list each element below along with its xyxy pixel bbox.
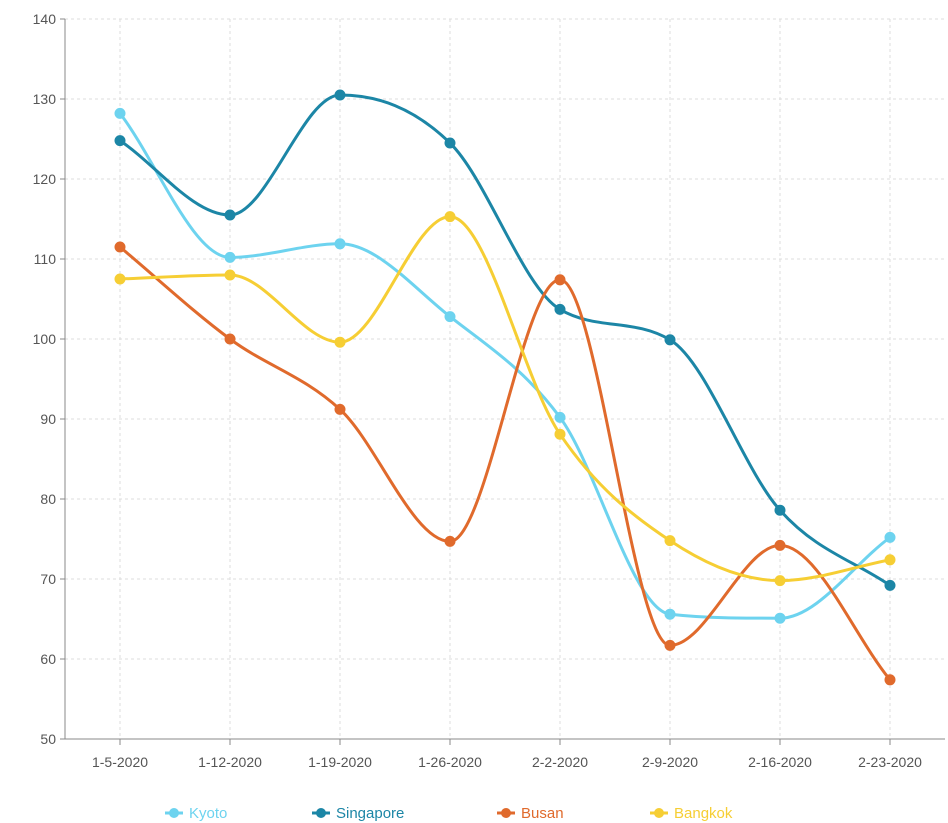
- data-point-singapore: [334, 89, 346, 101]
- data-point-singapore: [774, 504, 786, 516]
- data-point-busan: [884, 674, 896, 686]
- series-line-kyoto: [118, 111, 892, 620]
- data-point-kyoto: [554, 411, 566, 423]
- data-point-kyoto: [444, 311, 456, 323]
- y-tick-label: 50: [40, 731, 56, 747]
- y-tick-label: 140: [33, 11, 57, 27]
- data-point-bangkok: [554, 428, 566, 440]
- grid: [65, 18, 945, 739]
- y-tick-label: 90: [40, 411, 56, 427]
- data-point-busan: [114, 241, 126, 253]
- data-point-kyoto: [664, 608, 676, 620]
- series-points: [114, 89, 896, 686]
- legend-label-kyoto: Kyoto: [189, 805, 227, 822]
- x-tick-label: 1-5-2020: [92, 754, 148, 770]
- x-tick-label: 1-26-2020: [418, 754, 482, 770]
- data-point-bangkok: [664, 535, 676, 547]
- data-point-singapore: [664, 334, 676, 346]
- data-point-singapore: [444, 137, 456, 149]
- legend-label-singapore: Singapore: [336, 805, 404, 822]
- x-tick-label: 1-12-2020: [198, 754, 262, 770]
- y-tick-label: 120: [33, 171, 57, 187]
- data-point-bangkok: [774, 575, 786, 587]
- x-tick-label: 2-2-2020: [532, 754, 588, 770]
- y-tick-labels: 50 60 70 80 90 100 110 120 130 140: [33, 11, 57, 747]
- y-tick-label: 60: [40, 651, 56, 667]
- data-point-kyoto: [224, 251, 236, 263]
- data-point-bangkok: [444, 211, 456, 223]
- data-point-kyoto: [884, 531, 896, 543]
- data-point-singapore: [224, 209, 236, 221]
- x-tick-labels: 1-5-2020 1-12-2020 1-19-2020 1-26-2020 2-2-2…: [92, 754, 922, 770]
- y-tick-label: 130: [33, 91, 57, 107]
- data-point-kyoto: [114, 107, 126, 119]
- y-tick-label: 70: [40, 571, 56, 587]
- data-point-busan: [554, 274, 566, 286]
- data-point-singapore: [884, 579, 896, 591]
- x-tick-label: 1-19-2020: [308, 754, 372, 770]
- y-tick-label: 110: [34, 251, 57, 267]
- series-line-singapore: [118, 93, 892, 587]
- data-point-busan: [774, 539, 786, 551]
- data-point-singapore: [554, 303, 566, 315]
- legend-swatch-dot-singapore: [316, 808, 326, 818]
- x-tick-label: 2-23-2020: [858, 754, 922, 770]
- data-point-bangkok: [334, 336, 346, 348]
- legend-swatch-dot-busan: [501, 808, 511, 818]
- data-point-busan: [334, 403, 346, 415]
- y-tick-label: 80: [40, 491, 56, 507]
- data-point-busan: [224, 333, 236, 345]
- series-lines: [118, 93, 892, 682]
- legend-swatch-dot-bangkok: [654, 808, 664, 818]
- data-point-busan: [664, 639, 676, 651]
- data-point-kyoto: [774, 612, 786, 624]
- legend-label-bangkok: Bangkok: [674, 805, 733, 822]
- x-tick-label: 2-16-2020: [748, 754, 812, 770]
- series-line-bangkok: [118, 215, 892, 583]
- series-line-busan: [118, 245, 892, 682]
- data-point-bangkok: [114, 273, 126, 285]
- data-point-kyoto: [334, 238, 346, 250]
- x-tick-label: 2-9-2020: [642, 754, 698, 770]
- legend-swatch-dot-kyoto: [169, 808, 179, 818]
- y-tick-label: 100: [33, 331, 57, 347]
- data-point-bangkok: [884, 554, 896, 566]
- legend-label-busan: Busan: [521, 805, 564, 822]
- data-point-bangkok: [224, 269, 236, 281]
- data-point-busan: [444, 535, 456, 547]
- data-point-singapore: [114, 135, 126, 147]
- axes: [60, 18, 945, 745]
- legend: Kyoto Singapore Busan Bangkok: [165, 805, 733, 822]
